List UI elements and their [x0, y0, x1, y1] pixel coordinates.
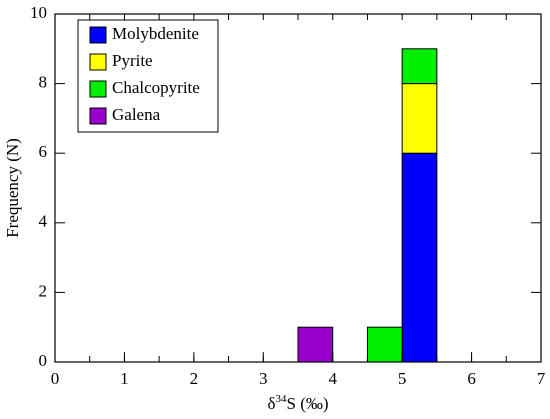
legend-swatch [89, 107, 107, 125]
x-tick-label: 3 [259, 369, 268, 388]
legend-swatch [89, 26, 107, 44]
x-tick-label: 4 [328, 369, 337, 388]
x-tick-label: 7 [537, 369, 546, 388]
legend-swatch [89, 53, 107, 71]
x-tick-label: 6 [467, 369, 476, 388]
x-tick-label: 2 [190, 369, 199, 388]
x-tick-label: 0 [51, 369, 60, 388]
legend-label: Molybdenite [112, 24, 199, 43]
bar [401, 83, 438, 154]
x-axis-label: δ34S (‰) [267, 393, 328, 413]
bar [401, 152, 438, 363]
y-tick-label: 8 [39, 73, 48, 92]
x-tick-label: 1 [120, 369, 129, 388]
x-label-part: δ [267, 394, 275, 413]
bar [297, 326, 334, 363]
y-tick-label: 10 [30, 3, 47, 22]
bar [401, 48, 438, 85]
x-label-part: S (‰) [286, 394, 328, 413]
legend-label: Chalcopyrite [112, 78, 200, 97]
legend-label: Pyrite [112, 51, 153, 70]
y-tick-label: 4 [39, 212, 48, 231]
x-tick-label: 5 [398, 369, 407, 388]
y-tick-label: 0 [39, 351, 48, 370]
x-label-sup: 34 [275, 393, 287, 405]
y-tick-label: 6 [39, 142, 48, 161]
y-tick-label: 2 [39, 281, 48, 300]
legend-swatch [89, 80, 107, 98]
bar [366, 326, 403, 363]
legend-label: Galena [112, 105, 161, 124]
y-axis-label: Frequency (N) [3, 138, 22, 238]
